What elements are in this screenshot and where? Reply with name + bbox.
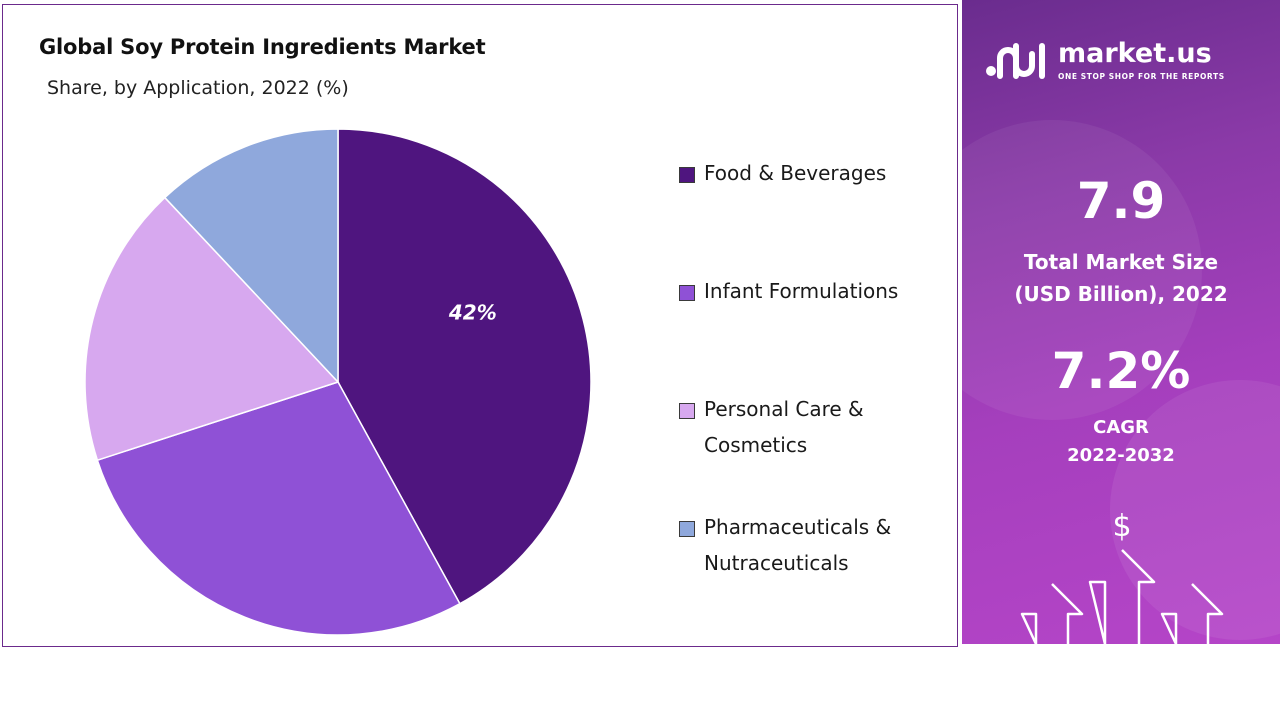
legend-label: Food & Beverages [704, 161, 887, 185]
cagr-caption-line2: 2022-2032 [1067, 445, 1175, 466]
brand-tagline: ONE STOP SHOP FOR THE REPORTS [1058, 72, 1225, 81]
legend-swatch [679, 285, 695, 301]
legend-item: Infant Formulations [679, 273, 951, 391]
legend-label: Infant Formulations [704, 279, 899, 303]
chart-panel: Global Soy Protein Ingredients Market Sh… [2, 4, 958, 647]
cagr-caption-line1: CAGR [1093, 417, 1149, 438]
legend-swatch [679, 521, 695, 537]
legend-item: Pharmaceuticals & Nutraceuticals [679, 509, 951, 627]
up-arrow-left-icon [1020, 583, 1084, 644]
legend-swatch [679, 403, 695, 419]
data-label-0: 42% [448, 300, 497, 324]
legend-item: Personal Care & Cosmetics [679, 391, 951, 509]
up-arrow-center-icon [1088, 549, 1156, 644]
market-us-logo-icon [986, 43, 1045, 79]
market-size-caption-line2: (USD Billion), 2022 [1014, 282, 1228, 306]
dollar-icon: $ [1112, 509, 1131, 544]
pie-slice-infant-formulations [96, 381, 461, 636]
market-size-caption: Total Market Size (USD Billion), 2022 [962, 246, 1280, 310]
pie-chart: 42% [84, 128, 592, 636]
pie-slice-food-beverages [337, 128, 592, 605]
pie-slice-pharmaceuticals-nutraceuticals [163, 128, 339, 384]
legend-swatch [679, 167, 695, 183]
market-size-caption-line1: Total Market Size [1023, 250, 1219, 274]
chart-subtitle: Share, by Application, 2022 (%) [47, 77, 349, 99]
legend-label: Personal Care & [704, 397, 864, 421]
up-arrow-right-icon [1160, 583, 1224, 644]
legend-label: Nutraceuticals [704, 551, 849, 575]
chart-title: Global Soy Protein Ingredients Market [39, 35, 486, 59]
chart-legend: Food & Beverages Infant Formulations Perso… [679, 155, 951, 627]
cagr-value: 7.2% [1051, 342, 1191, 400]
pie-slice-personal-care-cosmetics [84, 196, 340, 462]
market-summary-panel: market.us ONE STOP SHOP FOR THE REPORTS … [962, 0, 1280, 644]
brand-name: market.us [1058, 38, 1212, 69]
legend-label: Pharmaceuticals & [704, 515, 892, 539]
market-size-value: 7.9 [1076, 172, 1166, 230]
cagr-caption: CAGR 2022-2032 [962, 414, 1280, 470]
legend-label: Cosmetics [704, 433, 808, 457]
legend-item: Food & Beverages [679, 155, 951, 273]
growth-arrows-icon: $ [1020, 509, 1224, 644]
